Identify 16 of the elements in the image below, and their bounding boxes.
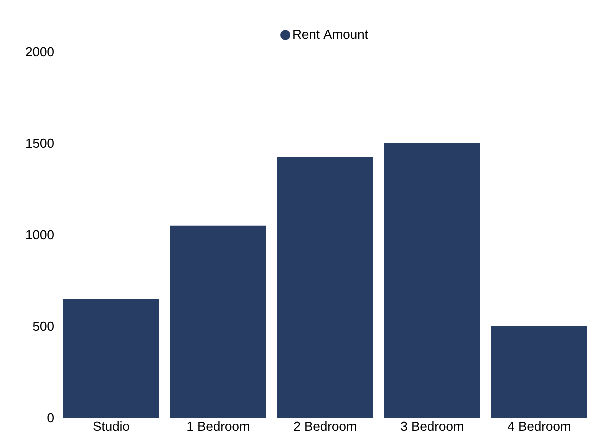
x-tick-label: 1 Bedroom [188,422,250,432]
y-tick-label: 1500 [26,138,54,148]
x-tick-label: 2 Bedroom [294,422,356,432]
x-tick-label: 4 Bedroom [508,422,570,432]
bar [64,299,160,418]
bar [170,226,266,418]
bar [492,326,588,418]
bar [384,144,480,418]
x-tick-label: Studio [94,422,130,432]
x-tick-label: 3 Bedroom [401,422,464,432]
bar [278,157,374,418]
y-tick-label: 2000 [26,47,54,57]
legend-label: Rent Amount [294,30,368,40]
y-tick-label: 1000 [26,230,54,240]
y-tick-label: 500 [33,322,54,332]
y-tick-label: 0 [48,413,54,423]
